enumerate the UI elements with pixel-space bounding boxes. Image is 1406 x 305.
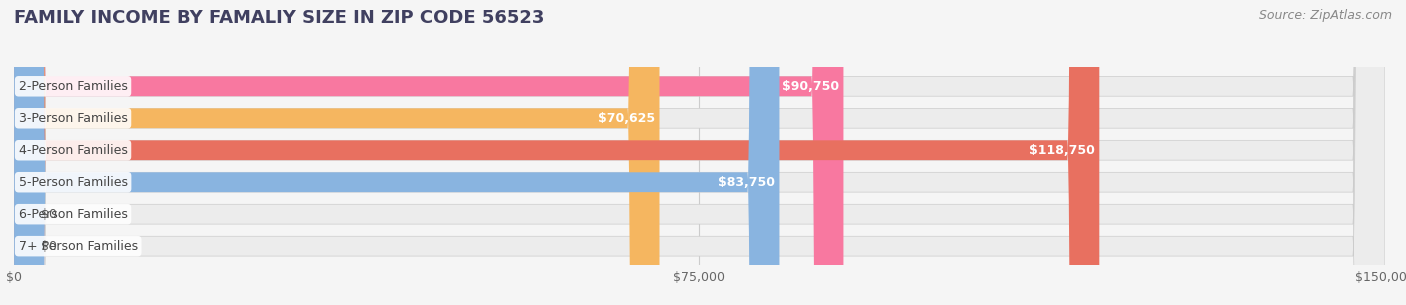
Text: 3-Person Families: 3-Person Families: [18, 112, 128, 125]
Text: 2-Person Families: 2-Person Families: [18, 80, 128, 93]
Text: $0: $0: [42, 208, 58, 221]
FancyBboxPatch shape: [14, 0, 1385, 305]
Text: 7+ Person Families: 7+ Person Families: [18, 240, 138, 253]
FancyBboxPatch shape: [14, 0, 779, 305]
FancyBboxPatch shape: [14, 0, 1099, 305]
Text: 5-Person Families: 5-Person Families: [18, 176, 128, 189]
Text: 4-Person Families: 4-Person Families: [18, 144, 128, 157]
FancyBboxPatch shape: [14, 0, 1385, 305]
FancyBboxPatch shape: [14, 0, 844, 305]
FancyBboxPatch shape: [14, 0, 1385, 305]
Text: FAMILY INCOME BY FAMALIY SIZE IN ZIP CODE 56523: FAMILY INCOME BY FAMALIY SIZE IN ZIP COD…: [14, 9, 544, 27]
Text: $0: $0: [42, 240, 58, 253]
FancyBboxPatch shape: [14, 0, 1385, 305]
Text: $83,750: $83,750: [718, 176, 775, 189]
Text: $118,750: $118,750: [1029, 144, 1095, 157]
FancyBboxPatch shape: [14, 0, 1385, 305]
Text: 6-Person Families: 6-Person Families: [18, 208, 128, 221]
FancyBboxPatch shape: [14, 0, 1385, 305]
Text: Source: ZipAtlas.com: Source: ZipAtlas.com: [1258, 9, 1392, 22]
FancyBboxPatch shape: [14, 0, 659, 305]
Text: $90,750: $90,750: [782, 80, 839, 93]
Text: $70,625: $70,625: [598, 112, 655, 125]
